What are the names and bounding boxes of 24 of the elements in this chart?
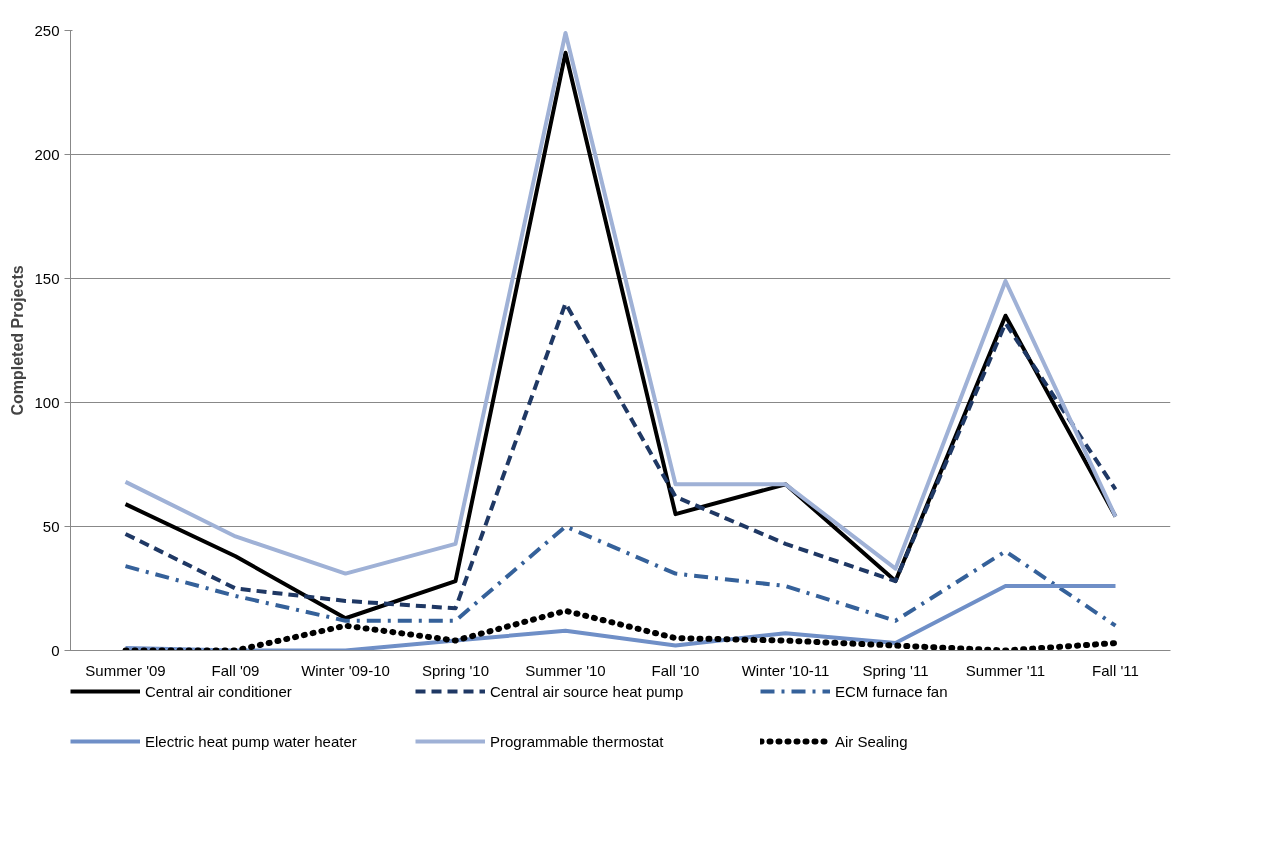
x-tick-label: Winter '10-11 [741,661,830,679]
x-tick-label: Winter '09-10 [301,661,390,679]
x-tick-label: Fall '10 [651,661,700,679]
y-tick-label: 100 [34,393,60,411]
line-series [123,524,1118,628]
legend-label: Central air conditioner [145,682,293,700]
legend-label: ECM furnace fan [835,682,949,700]
y-tick-label: 0 [51,641,60,659]
y-tick-label: 200 [34,145,60,163]
legend-label: Electric heat pump water heater [145,732,358,750]
x-tick-label: Summer '09 [85,661,166,679]
y-axis-title: Completed Projects [9,265,27,416]
x-tick-label: Summer '10 [525,661,606,679]
x-tick-label: Spring '10 [421,661,490,679]
y-tick-label: 250 [34,21,60,39]
x-tick-label: Fall '09 [211,661,260,679]
legend-label: Central air source heat pump [490,682,685,700]
x-tick-label: Spring '11 [862,661,929,679]
x-tick-label: Summer '11 [965,661,1046,679]
y-tick-label: 150 [34,269,60,287]
legend-label: Air Sealing [835,732,909,750]
x-tick-label: Fall '11 [1092,661,1139,679]
y-tick-label: 50 [42,517,60,535]
legend-label: Programmable thermostat [490,732,665,750]
